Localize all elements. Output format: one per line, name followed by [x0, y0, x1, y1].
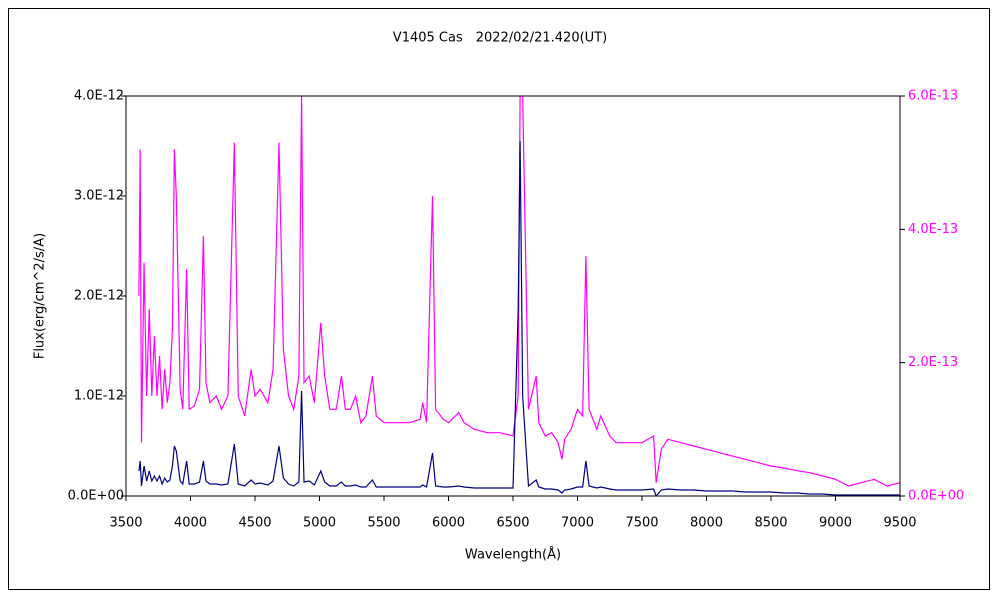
x-tick-label: 5500 [367, 516, 400, 531]
x-tick-label: 4500 [238, 516, 271, 531]
chart-border [8, 8, 990, 590]
y-tick-label: 1.0E-12 [74, 389, 124, 404]
y2-tick-label: 2.0E-13 [908, 355, 958, 370]
y2-tick-label: 0.0E+00 [908, 489, 964, 504]
x-tick-label: 3500 [109, 516, 142, 531]
x-tick-label: 7000 [561, 516, 594, 531]
y-tick-label: 0.0E+00 [68, 489, 124, 504]
spectrum-line [138, 96, 900, 487]
x-tick-label: 8000 [690, 516, 723, 531]
x-axis-label: Wavelength(Å) [465, 547, 561, 563]
y-axis-label: Flux(erg/cm^2/s/A) [33, 233, 48, 359]
x-tick-label: 6000 [432, 516, 465, 531]
y2-tick-label: 6.0E-13 [908, 89, 958, 104]
spectrum-line [138, 140, 900, 496]
y-tick-label: 4.0E-12 [74, 89, 124, 104]
x-tick-label: 7500 [625, 516, 658, 531]
y-tick-label: 3.0E-12 [74, 189, 124, 204]
x-tick-label: 5000 [303, 516, 336, 531]
x-tick-label: 9500 [883, 516, 916, 531]
x-tick-label: 6500 [496, 516, 529, 531]
plot-area [138, 96, 900, 496]
chart-title: V1405 Cas 2022/02/21.420(UT) [393, 31, 607, 46]
x-tick-label: 9000 [819, 516, 852, 531]
y2-tick-label: 4.0E-13 [908, 222, 958, 237]
y-tick-label: 2.0E-12 [74, 289, 124, 304]
x-tick-label: 4000 [174, 516, 207, 531]
x-tick-label: 8500 [754, 516, 787, 531]
